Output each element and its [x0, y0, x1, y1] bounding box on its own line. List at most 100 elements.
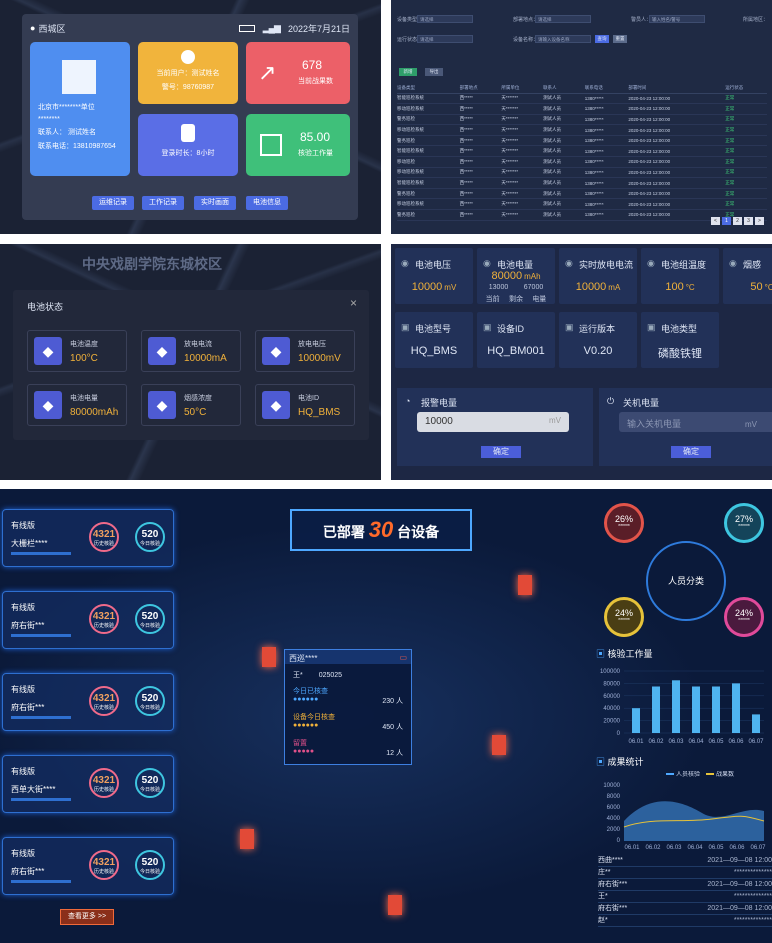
table-row[interactable]: 移动巡检系统 西***** 天******* 测试人员 1380***** 2020-04… [397, 103, 767, 115]
alarm-input[interactable]: 10000 mV [417, 412, 569, 432]
table-row[interactable]: 警务巡检 西***** 天******* 测试人员 1380***** 2020-04-2… [397, 209, 767, 221]
table-row[interactable]: 移动巡检系统 西***** 天******* 测试人员 1380***** 2020-04… [397, 198, 767, 211]
site-card[interactable]: 有线版 府右街*** 4321 历史核验 520 今日核验 [2, 591, 174, 649]
page-button[interactable]: 2 [733, 217, 742, 225]
table-cell: 智能巡检系统 [397, 177, 460, 189]
metric-unit: mAh [524, 272, 541, 281]
unit-info-tile: 北京市********单位 ******** 联系人： 测试姓名 联系电话：13… [30, 42, 130, 176]
site-progress [11, 880, 71, 883]
table-row[interactable]: 警务巡检 西***** 天******* 测试人员 1380***** 2020-04-2… [397, 188, 767, 200]
table-row[interactable]: 移动巡检系统 西***** 天******* 测试人员 1380***** 2020-04… [397, 167, 767, 179]
people-center: 人员分类 [646, 541, 726, 621]
view-more-button[interactable]: 查看更多 >> [60, 909, 114, 925]
table-cell: 移动巡检系统 [397, 124, 460, 136]
table-cell: 智能巡检系统 [397, 93, 460, 105]
table-cell: 测试人员 [543, 209, 585, 221]
battery-sub-label: 剩余 [508, 296, 523, 303]
battery-info-card: ▣ 设备ID HQ_BM001 [477, 312, 555, 368]
table-row[interactable]: 智能巡检系统 西***** 天******* 测试人员 1380***** 2020-04… [397, 145, 767, 158]
table-row[interactable]: 智能巡检系统 西***** 天******* 测试人员 1380***** 2020-04… [397, 177, 767, 189]
page-button[interactable]: < [711, 217, 720, 225]
page-button[interactable]: 1 [722, 217, 731, 225]
alert-marker[interactable] [262, 647, 276, 667]
table-row[interactable]: 警务巡检 西***** 天******* 测试人员 1380***** 2020-04-2… [397, 135, 767, 147]
site-card[interactable]: 有线版 府右街*** 4321 历史核验 520 今日核验 [2, 837, 174, 895]
table-row[interactable]: 移动巡检 西***** 天******* 测试人员 1380***** 2020-04-2… [397, 156, 767, 168]
close-icon[interactable]: × [349, 296, 357, 310]
alert-marker[interactable] [240, 829, 254, 849]
y-tick-label: 0 [617, 838, 621, 844]
table-cell: 1380***** [584, 145, 629, 158]
people-classification: 人员分类 26% ****** 27% ****** 24% ****** 24% **… [600, 501, 772, 641]
log-name: 府右街*** [598, 905, 628, 912]
table-cell: 1380***** [584, 198, 629, 211]
alert-marker[interactable] [388, 895, 402, 915]
device-name-input[interactable]: 请输入设备名称 [535, 35, 591, 43]
table-row[interactable]: 智能巡检系统 西***** 天******* 测试人员 1380***** 2020-04… [397, 93, 767, 105]
table-cell: 天******* [501, 124, 544, 136]
table-cell: 天******* [501, 103, 544, 115]
location-pin-icon: ● [30, 23, 36, 33]
site-card[interactable]: 有线版 大栅栏**** 4321 历史核验 520 今日核验 [2, 509, 174, 567]
metric-value: 10000 mA [559, 281, 637, 293]
device-type-select[interactable]: 请选择 [417, 15, 473, 23]
today-ring: 520 今日核验 [135, 522, 165, 552]
shutdown-placeholder: 输入关机电量 [627, 419, 682, 429]
live-view-button[interactable]: 实时画面 [194, 196, 236, 210]
popup-id: 025025 [318, 672, 343, 679]
metric-unit: °C [685, 283, 695, 292]
pct-ring-pink: 24% ****** [724, 597, 764, 637]
battery-info-button[interactable]: 电池信息 [246, 196, 288, 210]
workload-label: 核验工作量 [298, 150, 333, 157]
popup-unit: 人 [396, 698, 403, 705]
table-cell: 1380***** [584, 177, 629, 189]
table-row[interactable]: 移动巡检系统 西***** 天******* 测试人员 1380***** 2020-04… [397, 124, 767, 136]
battery-sub-values: 13000 67000 [481, 284, 551, 291]
info-value: HQ_BMS [410, 345, 458, 357]
table-row[interactable]: 警务巡检 西***** 天******* 测试人员 1380***** 2020-04-2… [397, 114, 767, 126]
today-count: 520 [141, 775, 159, 786]
export-button[interactable]: 导出 [425, 68, 443, 76]
metric-value: 100 °C [641, 281, 719, 293]
alert-marker[interactable] [492, 735, 506, 755]
maintenance-record-button[interactable]: 运维记录 [92, 196, 134, 210]
metric-number: 100 [665, 281, 684, 293]
metric-icon: ◉ [647, 258, 655, 268]
alarm-confirm-button[interactable]: 确定 [481, 446, 521, 458]
result-title: ▣ 成果统计 [596, 755, 644, 768]
popup-title: 西巡**** [289, 654, 318, 663]
table-cell: 移动巡检 [397, 156, 460, 168]
table-cell: 西***** [459, 145, 502, 158]
site-card[interactable]: 有线版 西单大街**** 4321 历史核验 520 今日核验 [2, 755, 174, 813]
battery-info-card: ▣ 电池型号 HQ_BMS [395, 312, 473, 368]
status-select[interactable]: 请选择 [417, 35, 473, 43]
page-button[interactable]: > [755, 217, 764, 225]
shutdown-input[interactable]: 输入关机电量 mV [619, 412, 772, 432]
officer-input[interactable]: 输入姓名/警号 [649, 15, 705, 23]
stat-label: 放电电流 [184, 341, 212, 348]
table-cell: 天******* [501, 135, 544, 147]
log-time: ************** [733, 893, 772, 900]
shutdown-confirm-button[interactable]: 确定 [671, 446, 711, 458]
table-cell: 1380***** [584, 135, 629, 147]
site-progress [11, 634, 71, 637]
page-button[interactable]: 3 [744, 217, 753, 225]
reset-button[interactable]: 重置 [613, 35, 627, 43]
alert-marker[interactable] [518, 575, 532, 595]
bar [732, 683, 740, 733]
device-popup: 西巡**** ▭ 王* 025025 今日已核查 ●●●●●● 230 人 设备今日… [284, 649, 412, 765]
site-card[interactable]: 有线版 府右街*** 4321 历史核验 520 今日核验 [2, 673, 174, 731]
y-tick-label: 2000 [607, 827, 621, 833]
x-tick-label: 06.06 [728, 739, 744, 745]
table-cell: 移动巡检系统 [397, 167, 460, 179]
metric-icon: ◉ [483, 258, 491, 268]
metric-label: 电池电压 [415, 260, 452, 270]
log-name: 西曲**** [598, 857, 623, 864]
search-button[interactable]: 查询 [595, 35, 609, 43]
popup-value1: 230 [382, 698, 395, 705]
table-cell: 测试人员 [543, 124, 585, 136]
work-record-button[interactable]: 工作记录 [142, 196, 184, 210]
metric-number: 50 [750, 281, 763, 293]
add-button[interactable]: 新增 [399, 68, 417, 76]
location-select[interactable]: 请选择 [535, 15, 591, 23]
